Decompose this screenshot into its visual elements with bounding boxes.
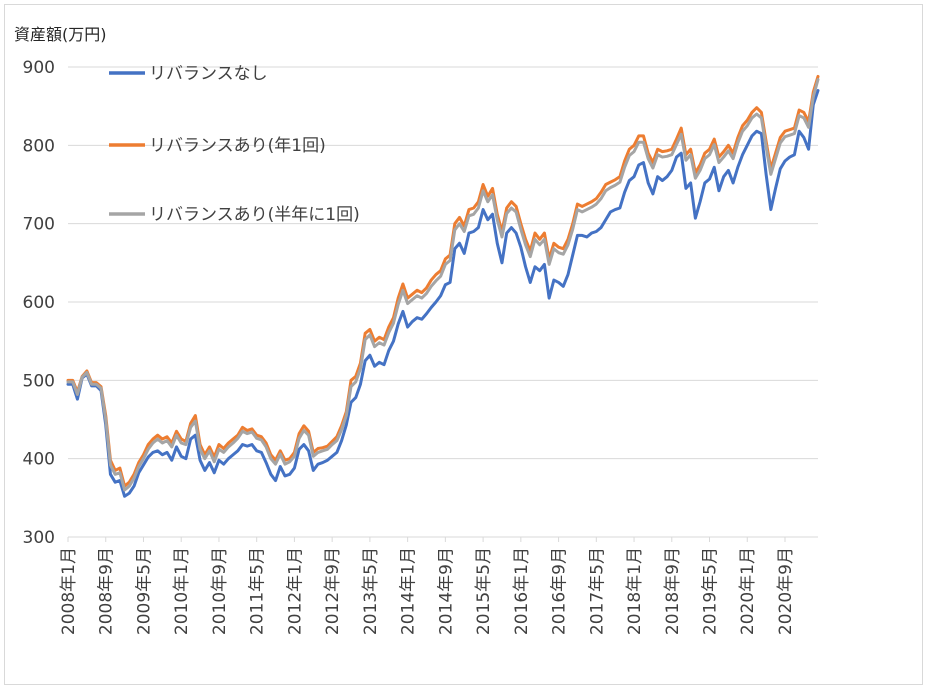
y-tick-label: 300 [23,528,55,548]
x-tick-label: 2010年9月 [210,547,230,635]
y-tick-label: 400 [23,450,55,470]
series-line-1 [66,89,820,498]
series-lines [66,74,820,498]
legend-label-2: リバランスあり(年1回) [149,136,326,156]
x-tick-label: 2016年9月 [550,547,570,635]
y-tick-label: 700 [23,215,55,235]
series-line-3 [66,78,820,492]
x-tick-label: 2017年5月 [587,547,607,635]
x-tick-label: 2011年5月 [248,547,268,635]
x-tick-label: 2014年9月 [436,547,456,635]
y-tick-label: 600 [23,293,55,313]
x-tick-label: 2012年1月 [285,547,305,635]
x-tick-label: 2019年5月 [701,547,721,635]
x-tick-label: 2008年9月 [97,547,117,635]
x-tick-label: 2020年9月 [776,547,796,635]
x-tick-label: 2009年5月 [134,547,154,635]
y-axis-ticks: 300 400 500 600 700 800 900 [23,58,55,548]
legend-label-1: リバランスなし [149,64,268,84]
x-tick-label: 2018年9月 [663,547,683,635]
x-axis-ticks: 2008年1月 2008年9月 2009年5月 2010年1月 2010年9月 2011年… [59,537,796,635]
y-tick-label: 900 [23,58,55,78]
y-axis-title: 資産額(万円) [14,25,107,44]
x-tick-label: 2020年1月 [738,547,758,635]
gridlines [68,66,818,460]
legend-label-3: リバランスあり(半年に1回) [149,205,360,225]
x-tick-label: 2008年1月 [59,547,79,635]
x-tick-label: 2010年1月 [172,547,192,635]
chart-frame [4,4,923,685]
x-tick-label: 2014年1月 [399,547,419,635]
x-tick-label: 2016年1月 [512,547,532,635]
x-tick-label: 2012年9月 [323,547,343,635]
x-tick-label: 2015年5月 [474,547,494,635]
y-tick-label: 800 [23,136,55,156]
y-tick-label: 500 [23,371,55,391]
x-tick-label: 2018年1月 [625,547,645,635]
x-tick-label: 2013年5月 [361,547,381,635]
